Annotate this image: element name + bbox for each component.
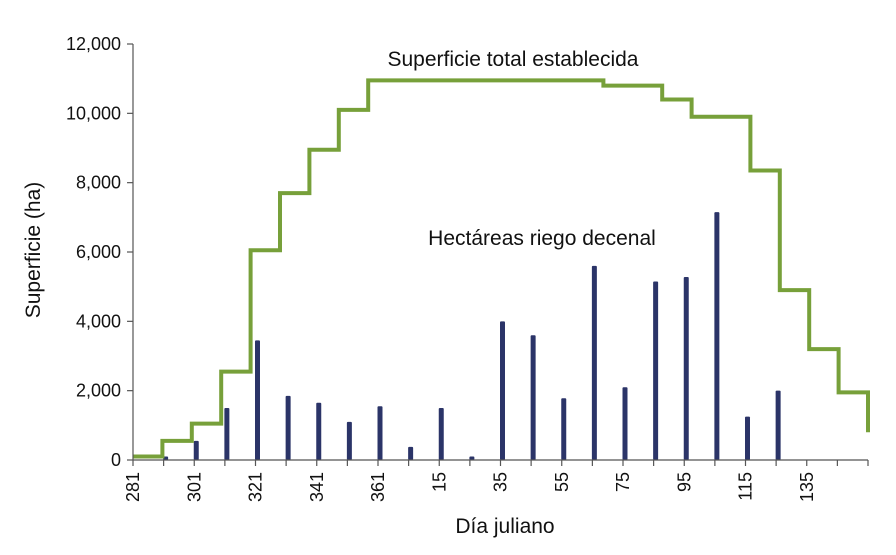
- y-tick-label: 2,000: [76, 381, 121, 401]
- x-tick-label: 321: [246, 472, 266, 502]
- y-tick-label: 0: [111, 450, 121, 470]
- x-tick-label: 35: [491, 472, 511, 492]
- x-tick-label: 75: [613, 472, 633, 492]
- bar: [530, 335, 536, 460]
- x-tick-labels: 281 301 321 341 361 15 35 55 75 95 115 135: [123, 472, 817, 502]
- bar: [285, 395, 291, 460]
- bar: [346, 421, 352, 460]
- bar: [683, 276, 689, 460]
- bar: [622, 387, 628, 460]
- bar-series-label: Hectáreas riego decenal: [428, 227, 656, 250]
- bar: [714, 212, 720, 460]
- bar: [408, 446, 414, 460]
- y-tick-label: 6,000: [76, 242, 121, 262]
- x-tick-label: 115: [736, 472, 756, 501]
- bar: [377, 406, 383, 460]
- y-tick-label: 4,000: [76, 311, 121, 331]
- y-tick-label: 12,000: [66, 34, 121, 54]
- bar: [193, 440, 199, 460]
- y-tick-label: 10,000: [66, 103, 121, 123]
- x-tick-label: 95: [674, 472, 694, 492]
- x-tick-label: 135: [797, 472, 817, 502]
- x-tick-label: 15: [429, 472, 449, 492]
- y-axis-label: Superficie (ha): [22, 182, 45, 319]
- bar: [653, 281, 659, 460]
- tick-marks: [127, 43, 869, 466]
- bar: [591, 265, 597, 460]
- bar: [316, 402, 322, 460]
- bar: [775, 390, 781, 460]
- bar: [745, 416, 750, 460]
- line-series: [133, 78, 870, 459]
- bar-series: [163, 212, 781, 460]
- bar: [224, 408, 230, 460]
- bar: [469, 456, 475, 460]
- x-axis-label: Día juliano: [455, 515, 554, 538]
- x-tick-label: 301: [184, 472, 204, 502]
- x-tick-label: 281: [123, 472, 143, 502]
- x-tick-label: 341: [307, 472, 327, 502]
- line-series-label: Superficie total establecida: [388, 48, 639, 71]
- bar: [500, 321, 505, 460]
- x-tick-label: 361: [368, 472, 388, 502]
- bar: [561, 398, 567, 460]
- line-series-path: [133, 78, 870, 459]
- y-tick-labels: 0 2,000 4,000 6,000 8,000 10,000 12,000: [66, 34, 121, 470]
- bar: [255, 340, 260, 460]
- bar: [438, 408, 444, 460]
- axes: [132, 44, 868, 461]
- x-tick-label: 55: [552, 472, 572, 492]
- y-tick-label: 8,000: [76, 173, 121, 193]
